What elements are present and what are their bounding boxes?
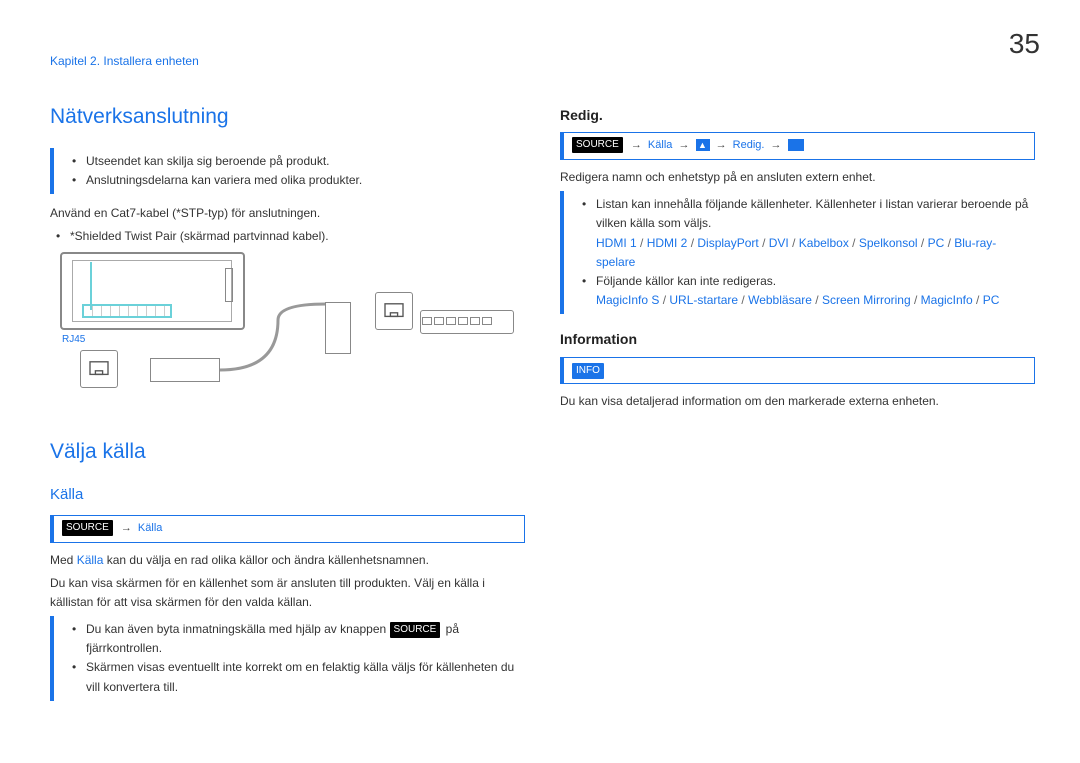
text: kan du välja en rad olika källor och änd… bbox=[103, 553, 429, 567]
source-item: HDMI 2 bbox=[647, 236, 688, 250]
separator: / bbox=[637, 236, 647, 250]
port-strip-icon bbox=[82, 304, 172, 318]
source-item: Screen Mirroring bbox=[822, 293, 911, 307]
note-box: Utseendet kan skilja sig beroende på pro… bbox=[50, 148, 525, 194]
visa-text: Du kan visa skärmen för en källenhet som… bbox=[50, 574, 525, 612]
info-tag: INFO bbox=[572, 363, 604, 379]
cat7-sub: *Shielded Twist Pair (skärmad partvinnad… bbox=[50, 227, 525, 246]
source-tag: SOURCE bbox=[390, 622, 441, 638]
arrow-icon: → bbox=[771, 139, 782, 151]
info-text: Du kan visa detaljerad information om de… bbox=[560, 392, 1035, 411]
separator: / bbox=[812, 293, 822, 307]
source-item: MagicInfo S bbox=[596, 293, 659, 307]
separator: / bbox=[944, 236, 954, 250]
heading-redig: Redig. bbox=[560, 104, 1035, 126]
text: Med bbox=[50, 553, 77, 567]
separator: / bbox=[687, 236, 697, 250]
source-item: PC bbox=[928, 236, 945, 250]
heading-network: Nätverksanslutning bbox=[50, 100, 525, 134]
command-box: SOURCE → Källa → ▲ → Redig. → bbox=[560, 132, 1035, 160]
text: Du kan även byta inmatningskälla med hjä… bbox=[86, 622, 390, 636]
separator: / bbox=[738, 293, 748, 307]
separator: / bbox=[918, 236, 928, 250]
page-number: 35 bbox=[1009, 22, 1040, 67]
subheading-kalla: Källa bbox=[50, 483, 525, 507]
source-item: MagicInfo bbox=[921, 293, 973, 307]
cable-plug-icon bbox=[150, 358, 220, 382]
source-item: HDMI 1 bbox=[596, 236, 637, 250]
separator: / bbox=[759, 236, 769, 250]
separator: / bbox=[911, 293, 921, 307]
cmd-redig: Redig. bbox=[733, 139, 765, 151]
arrow-icon: → bbox=[716, 139, 727, 151]
up-triangle-icon: ▲ bbox=[696, 139, 710, 151]
source-item: Spelkonsol bbox=[859, 236, 918, 250]
side-port-icon bbox=[225, 268, 233, 302]
source-item: DVI bbox=[769, 236, 789, 250]
source-item: Webbläsare bbox=[748, 293, 812, 307]
arrow-icon: → bbox=[121, 522, 132, 534]
right-column: Redig. SOURCE → Källa → ▲ → Redig. → Red… bbox=[560, 100, 1035, 415]
source-tag: SOURCE bbox=[572, 137, 623, 153]
router-port-icon bbox=[375, 292, 413, 330]
note-bullet: Utseendet kan skilja sig beroende på pro… bbox=[66, 152, 525, 171]
highlight-line bbox=[90, 262, 92, 310]
bullet: Listan kan innehålla följande källenhete… bbox=[576, 195, 1035, 233]
enter-icon bbox=[788, 139, 804, 151]
arrow-icon: → bbox=[631, 139, 642, 151]
source-tag: SOURCE bbox=[62, 520, 113, 536]
separator: / bbox=[659, 293, 669, 307]
kalla-link: Källa bbox=[77, 553, 104, 567]
redigera-text: Redigera namn och enhetstyp på en anslut… bbox=[560, 168, 1035, 187]
separator: / bbox=[789, 236, 799, 250]
arrow-icon: → bbox=[678, 139, 689, 151]
command-box: INFO bbox=[560, 357, 1035, 385]
router-icon bbox=[420, 310, 514, 334]
note-bullet: Anslutningsdelarna kan variera med olika… bbox=[66, 171, 525, 190]
sources-list: MagicInfo S / URL-startare / Webbläsare … bbox=[576, 291, 1035, 310]
bullet: Skärmen visas eventuellt inte korrekt om… bbox=[66, 658, 525, 696]
cable-plug-icon bbox=[325, 302, 351, 354]
command-box: SOURCE → Källa bbox=[50, 515, 525, 543]
heading-select-source: Välja källa bbox=[50, 435, 525, 469]
source-item: Kabelbox bbox=[799, 236, 849, 250]
separator: / bbox=[849, 236, 859, 250]
med-kalla-text: Med Källa kan du välja en rad olika käll… bbox=[50, 551, 525, 570]
source-item: PC bbox=[983, 293, 1000, 307]
rj45-port-icon bbox=[80, 350, 118, 388]
chapter-title: Kapitel 2. Installera enheten bbox=[50, 52, 199, 71]
source-item: DisplayPort bbox=[697, 236, 758, 250]
cmd-kalla: Källa bbox=[648, 139, 672, 151]
separator: / bbox=[973, 293, 983, 307]
cable-curve-icon bbox=[218, 300, 328, 380]
cat7-text: Använd en Cat7-kabel (*STP-typ) för ansl… bbox=[50, 204, 525, 223]
heading-information: Information bbox=[560, 328, 1035, 350]
rj45-label: RJ45 bbox=[62, 332, 85, 348]
bullet: Du kan även byta inmatningskälla med hjä… bbox=[66, 620, 525, 658]
cmd-kalla: Källa bbox=[138, 522, 162, 534]
note-box: Du kan även byta inmatningskälla med hjä… bbox=[50, 616, 525, 701]
sources-list: HDMI 1 / HDMI 2 / DisplayPort / DVI / Ka… bbox=[576, 234, 1035, 272]
bullet: Följande källor kan inte redigeras. bbox=[576, 272, 1035, 291]
left-column: Nätverksanslutning Utseendet kan skilja … bbox=[50, 100, 525, 711]
connection-diagram: RJ45 bbox=[50, 252, 510, 417]
source-item: URL-startare bbox=[669, 293, 738, 307]
note-box: Listan kan innehålla följande källenhete… bbox=[560, 191, 1035, 314]
